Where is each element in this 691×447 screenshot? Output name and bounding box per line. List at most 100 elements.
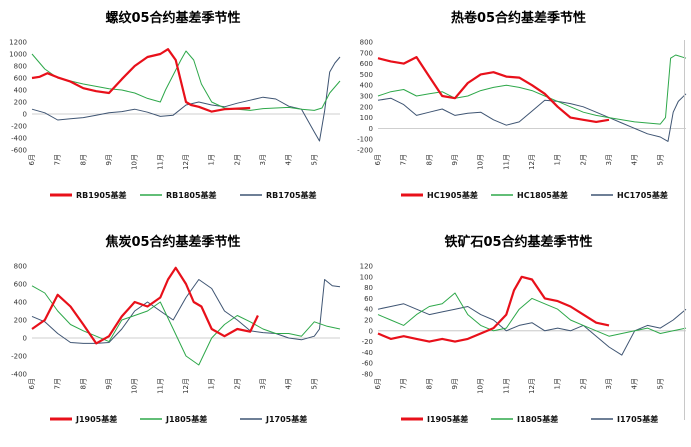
legend-label: RB1705基差 [266, 190, 317, 200]
x-tick-label: 3月 [259, 154, 267, 165]
x-tick-label: 12月 [528, 378, 536, 394]
x-tick-label: 10月 [477, 378, 485, 394]
legend-label: J1905基差 [75, 414, 117, 424]
y-tick-label: 0 [369, 125, 373, 133]
x-tick-label: 7月 [54, 154, 62, 165]
series-line-J1905基差 [31, 266, 259, 345]
y-tick-label: -100 [357, 136, 373, 144]
iron-ore-basis-chart: 铁矿石05合约基差季节性 -80 -60 -40 -20 0 20 40 60 80 100 120 6… [346, 224, 691, 447]
x-tick-label: 6月 [374, 378, 382, 389]
legend-label: RB1905基差 [76, 190, 127, 200]
x-tick-label: 9月 [105, 154, 113, 165]
legend-label: HC1905基差 [427, 190, 478, 200]
y-tick-label: 200 [360, 103, 373, 111]
y-tick-label: -20 [362, 338, 373, 346]
y-tick-label: -80 [362, 371, 373, 379]
y-tick-label: 600 [14, 75, 27, 83]
y-tick-label: 200 [14, 99, 27, 107]
y-tick-label: 100 [360, 114, 373, 122]
x-tick-label: 8月 [79, 154, 87, 165]
x-tick-label: 7月 [400, 378, 408, 389]
y-tick-label: -200 [357, 147, 373, 155]
hot-coil-basis-chart: 热卷05合约基差季节性 -200 -100 0 100 200 300 400 500 600 70… [346, 0, 691, 224]
x-tick-label: 1月 [208, 378, 216, 389]
x-tick-label: 8月 [425, 154, 433, 165]
y-tick-label: -200 [11, 353, 27, 361]
chart-title: 热卷05合约基差季节性 [451, 10, 586, 26]
y-tick-label: -40 [362, 349, 373, 357]
y-tick-label: 200 [14, 317, 27, 325]
y-tick-label: 400 [14, 299, 27, 307]
x-tick-label: 5月 [656, 154, 664, 165]
x-tick-label: 8月 [425, 378, 433, 389]
x-tick-label: 12月 [182, 154, 190, 170]
y-tick-label: -600 [11, 147, 27, 155]
series-line-HC1805基差 [377, 54, 687, 125]
x-tick-label: 4月 [631, 378, 639, 389]
chart-svg: 铁矿石05合约基差季节性 -80 -60 -40 -20 0 20 40 60 80 100 120 6… [360, 234, 687, 424]
y-tick-label: 800 [14, 63, 27, 71]
legend-label: J1705基差 [265, 414, 307, 424]
y-tick-label: 120 [360, 263, 373, 271]
x-tick-label: 5月 [656, 378, 664, 389]
x-tick-label: 2月 [233, 154, 241, 165]
chart-title: 螺纹05合约基差季节性 [105, 10, 240, 26]
x-tick-label: 6月 [28, 154, 36, 165]
y-tick-label: 500 [360, 71, 373, 79]
y-tick-label: 1200 [9, 39, 27, 47]
y-tick-label: 1000 [9, 51, 27, 59]
x-tick-label: 3月 [605, 154, 613, 165]
right-divider [684, 40, 685, 420]
y-tick-label: 0 [23, 335, 27, 343]
rebar-basis-chart: 螺纹05合约基差季节性 -600 -400 -200 0 200 400 600 800 1000… [0, 0, 346, 224]
series-line-HC1905基差 [377, 55, 610, 124]
y-tick-label: 700 [360, 49, 373, 57]
x-tick-label: 7月 [400, 154, 408, 165]
x-tick-label: 11月 [502, 378, 510, 394]
y-tick-label: 100 [360, 273, 373, 281]
legend-label: I1705基差 [617, 414, 658, 424]
x-tick-label: 2月 [579, 154, 587, 165]
x-tick-label: 1月 [554, 154, 562, 165]
y-tick-label: 400 [360, 82, 373, 90]
y-tick-label: -400 [11, 371, 27, 379]
x-tick-label: 9月 [105, 378, 113, 389]
x-tick-label: 11月 [156, 378, 164, 394]
series-line-RB1705基差 [31, 56, 341, 142]
legend-label: J1805基差 [165, 414, 207, 424]
y-tick-label: 800 [360, 39, 373, 47]
y-tick-label: 800 [14, 263, 27, 271]
x-tick-label: 9月 [451, 154, 459, 165]
series-line-J1705基差 [31, 279, 341, 344]
x-tick-label: 7月 [54, 378, 62, 389]
x-tick-label: 12月 [182, 378, 190, 394]
chart-svg: 热卷05合约基差季节性 -200 -100 0 100 200 300 400 500 600 70… [357, 10, 687, 200]
series-line-I1905基差 [377, 275, 610, 343]
series-line-RB1805基差 [31, 50, 341, 111]
x-tick-label: 1月 [208, 154, 216, 165]
y-tick-label: 300 [360, 93, 373, 101]
legend-label: I1805基差 [517, 414, 558, 424]
legend-label: RB1805基差 [166, 190, 217, 200]
chart-title: 焦炭05合约基差季节性 [104, 234, 240, 250]
x-tick-label: 4月 [631, 154, 639, 165]
y-tick-label: 40 [364, 306, 373, 314]
chart-svg: 焦炭05合约基差季节性 -400 -200 0 200 400 600 800 6月 7月 8月 9月… [11, 234, 341, 424]
y-tick-label: 600 [14, 281, 27, 289]
coke-basis-chart: 焦炭05合约基差季节性 -400 -200 0 200 400 600 800 6月 7月 8月 9月… [0, 224, 346, 447]
x-tick-label: 10月 [477, 154, 485, 170]
y-tick-label: -60 [362, 360, 373, 368]
x-tick-label: 2月 [579, 378, 587, 389]
x-tick-label: 3月 [605, 378, 613, 389]
legend-label: I1905基差 [427, 414, 468, 424]
x-tick-label: 5月 [310, 154, 318, 165]
series-line-I1805基差 [377, 292, 687, 337]
x-tick-label: 4月 [285, 154, 293, 165]
x-tick-label: 3月 [259, 378, 267, 389]
x-tick-label: 8月 [79, 378, 87, 389]
y-tick-label: 0 [23, 111, 27, 119]
x-tick-label: 1月 [554, 378, 562, 389]
y-tick-label: 80 [364, 284, 373, 292]
x-tick-label: 10月 [131, 154, 139, 170]
y-tick-label: 20 [364, 317, 373, 325]
